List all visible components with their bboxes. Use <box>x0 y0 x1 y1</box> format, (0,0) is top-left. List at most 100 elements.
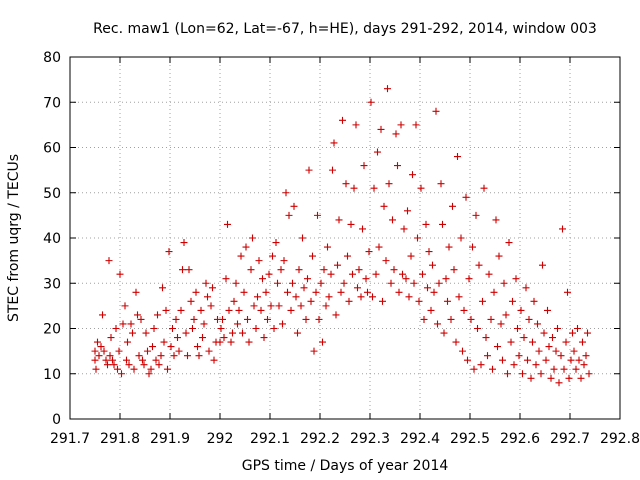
data-point <box>430 288 438 296</box>
data-point <box>389 216 396 224</box>
data-point <box>279 320 286 328</box>
data-point <box>555 379 563 387</box>
tick-labels: 291.7 291.8 291.9 292 292.1 292.2 292.3 292.4 29… <box>43 50 640 447</box>
y-tick-label: 0 <box>52 412 61 428</box>
data-point <box>184 352 191 360</box>
data-point <box>157 352 165 360</box>
data-point <box>172 315 180 323</box>
data-point <box>575 356 583 364</box>
data-point <box>532 361 540 369</box>
chart-title: Rec. maw1 (Lon=62, Lat=-67, h=HE), days … <box>93 21 597 37</box>
data-point <box>390 266 398 274</box>
data-point <box>105 257 113 265</box>
data-point <box>187 297 195 305</box>
data-point <box>174 334 181 342</box>
data-point <box>519 370 526 378</box>
data-point <box>142 329 150 337</box>
data-point <box>112 325 120 332</box>
data-point <box>347 220 355 228</box>
data-point <box>485 270 493 278</box>
data-point <box>99 311 106 319</box>
data-point <box>469 243 476 251</box>
data-point <box>245 338 253 346</box>
data-point <box>569 329 576 337</box>
x-tick-label: 292.4 <box>400 431 440 447</box>
data-point <box>400 225 408 233</box>
x-tick-label: 292.3 <box>350 431 390 447</box>
data-point <box>524 356 531 364</box>
data-point <box>300 284 308 292</box>
data-point <box>91 356 99 364</box>
data-point <box>284 288 291 296</box>
x-tick-label: 292.2 <box>300 431 340 447</box>
data-point <box>152 356 160 364</box>
data-point <box>280 257 288 265</box>
data-point <box>484 352 491 360</box>
data-point <box>557 352 565 360</box>
data-point <box>525 315 533 323</box>
x-tick-label: 292 <box>207 431 234 447</box>
data-point <box>287 306 295 314</box>
x-axis-label: GPS time / Days of year 2014 <box>242 458 449 474</box>
data-point <box>452 338 460 346</box>
data-point <box>145 370 153 378</box>
data-point <box>582 352 590 360</box>
y-tick-label: 60 <box>43 141 61 157</box>
data-point <box>192 288 200 296</box>
data-point <box>262 288 270 296</box>
data-point <box>144 347 151 355</box>
data-point <box>407 252 415 260</box>
data-point <box>265 270 273 278</box>
data-point <box>257 306 265 314</box>
data-point <box>487 315 495 323</box>
data-point <box>219 315 226 323</box>
data-point <box>384 85 391 93</box>
y-tick-label: 50 <box>43 186 61 202</box>
data-point <box>127 320 135 328</box>
data-point <box>217 325 225 332</box>
data-point <box>580 361 588 369</box>
data-point <box>564 288 571 296</box>
data-point <box>482 334 490 342</box>
data-point <box>545 343 553 351</box>
x-tick-label: 292.6 <box>500 431 540 447</box>
data-point <box>464 356 471 364</box>
data-point <box>355 266 363 274</box>
data-point <box>559 225 566 233</box>
data-point <box>419 270 426 278</box>
data-point <box>434 320 441 328</box>
data-point <box>255 257 263 265</box>
data-point <box>497 320 505 328</box>
data-point <box>185 266 193 274</box>
y-tick-label: 30 <box>43 276 61 292</box>
data-point <box>247 266 255 274</box>
data-point <box>332 311 340 319</box>
data-point <box>530 297 538 305</box>
data-point <box>354 284 361 292</box>
data-point <box>275 302 283 310</box>
data-point <box>135 352 143 360</box>
data-point <box>190 315 198 323</box>
data-point <box>314 211 321 219</box>
data-point <box>179 266 186 274</box>
data-point <box>129 329 136 337</box>
data-point <box>499 356 506 364</box>
data-point <box>567 356 575 364</box>
data-point <box>337 288 345 296</box>
data-point <box>294 329 301 337</box>
data-point <box>349 270 356 278</box>
data-point <box>149 343 156 351</box>
data-point <box>379 297 386 305</box>
data-point <box>225 306 233 314</box>
data-point <box>164 365 171 373</box>
data-point <box>470 365 478 373</box>
data-point <box>395 288 403 296</box>
data-point <box>510 361 518 369</box>
data-point <box>97 343 105 351</box>
data-point <box>540 329 548 337</box>
data-point <box>442 275 450 283</box>
data-point <box>235 306 243 314</box>
data-point <box>359 225 366 233</box>
data-point <box>394 162 401 170</box>
